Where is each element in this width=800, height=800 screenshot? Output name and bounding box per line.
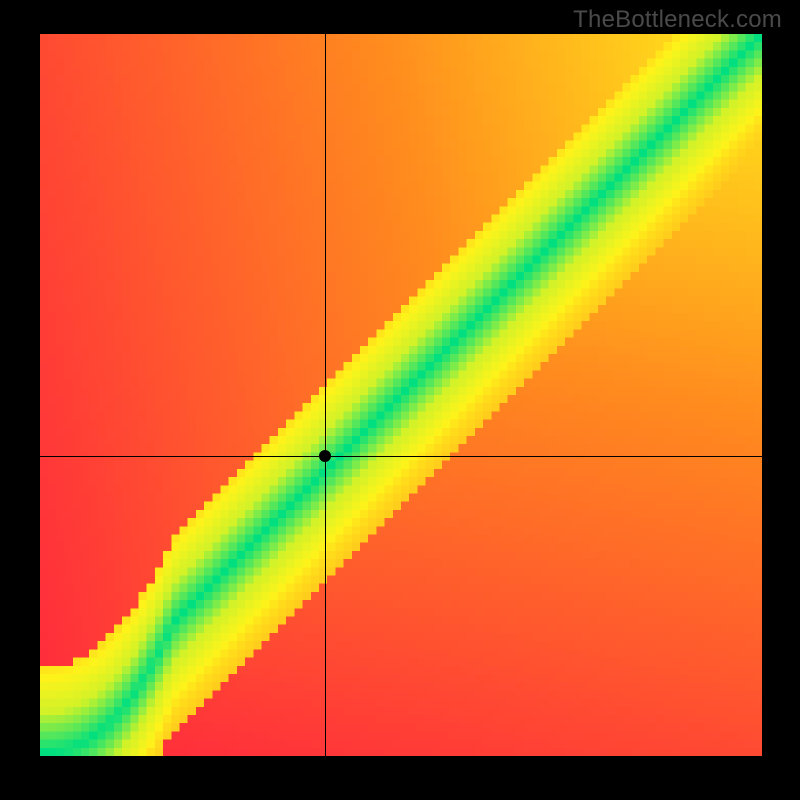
marker-dot [319,450,331,462]
watermark-text: TheBottleneck.com [573,6,782,34]
crosshair-vertical [325,34,326,756]
crosshair-horizontal [40,456,762,457]
heatmap-canvas [40,34,762,756]
chart-container: TheBottleneck.com [0,0,800,800]
heatmap-plot-area [40,34,762,756]
